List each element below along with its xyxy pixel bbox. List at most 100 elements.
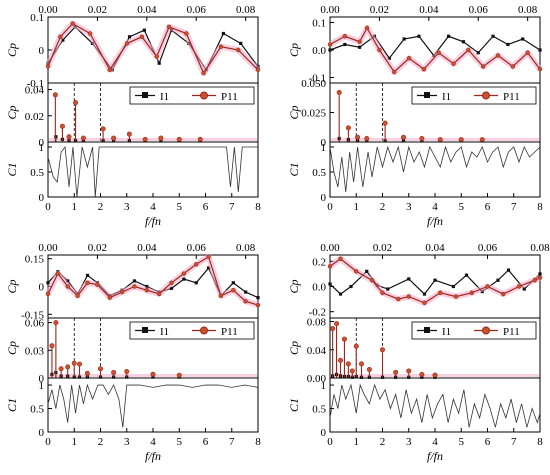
spectrum-point-P11 [176,136,182,142]
spectrum-point-P11 [379,347,385,353]
coherence-ylabel: C1 [287,398,301,412]
spectrum-point-P11 [432,372,438,378]
x-tick-label: 0 [327,436,333,448]
legend-label-P11: P11 [503,326,520,338]
data-point-P11 [510,64,516,69]
data-point-P11 [201,70,206,76]
data-point-I1 [132,279,137,283]
data-point-P11 [501,291,506,297]
data-point-P11 [422,300,427,306]
spectrum-point-P11 [355,134,361,140]
data-point-P11 [132,284,137,289]
spectrum-point-P11 [73,100,79,106]
y-tick-label: 0.04 [25,85,45,97]
data-point-I1 [522,287,526,291]
series-band [328,25,543,75]
top-axis-tick-label: 0.02 [88,4,107,16]
legend-marker-P11 [200,91,208,100]
spectrum-point-P11 [66,134,72,140]
data-point-P11 [107,67,112,73]
y-tick-label: 0.00 [307,373,327,385]
time-series-frame [47,254,259,319]
spectrum-point-P11 [337,357,343,363]
top-axis-tick-label: 0.08 [530,242,550,254]
data-point-I1 [451,284,455,289]
y-tick-label: 1 [321,142,327,154]
series-line-I1 [329,269,541,295]
x-tick-label: 1 [72,201,78,213]
data-point-I1 [496,278,500,282]
y-tick-label: 0.04 [307,345,327,357]
legend-label-P11: P11 [503,91,520,103]
y-tick-label: 0.025 [301,108,326,120]
time-series-ylabel: Cp [5,43,19,57]
x-axis-label: f/fn [427,214,443,228]
y-tick-label: 1 [39,380,45,392]
data-point-I1 [446,34,451,38]
y-tick-label: 0.2 [312,256,326,268]
legend-marker-P11 [482,91,490,100]
y-tick-label: 0 [39,137,45,149]
data-point-I1 [182,277,186,281]
data-point-P11 [58,34,63,39]
data-point-I1 [506,42,510,47]
x-tick-label: 5 [177,436,183,448]
coherence-ylabel: C1 [5,162,19,176]
data-point-P11 [364,25,370,31]
y-tick-label: 0.08 [307,317,327,329]
legend-label-I1: I1 [442,326,451,338]
data-point-I1 [46,281,50,285]
spectrum-baseline-band [49,138,257,141]
x-tick-label: 5 [177,201,183,213]
x-tick-label: 3 [124,201,130,213]
y-tick-label: 0 [321,427,327,439]
time-series-frame [329,254,541,319]
data-point-P11 [342,34,348,39]
spectrum-point-P11 [437,137,443,143]
y-tick-label: 0 [321,137,327,149]
data-point-I1 [538,272,542,276]
data-point-I1 [231,281,235,285]
data-point-P11 [451,61,456,66]
x-tick-label: 2 [98,201,104,213]
spectrum-point-P11 [176,372,182,378]
spectrum-point-P11 [334,321,340,327]
top-axis-tick-label: 0.06 [187,4,207,16]
data-point-P11 [55,271,61,276]
x-axis-label: f/fn [145,214,161,228]
top-axis-tick-label: 0.04 [425,242,445,254]
x-tick-label: 6 [485,201,491,213]
data-point-I1 [244,290,248,294]
data-point-P11 [532,278,537,283]
y-tick-label: -0.2 [309,307,326,319]
spectrum-point-P11 [353,343,359,349]
x-tick-label: 3 [406,436,412,448]
data-point-P11 [396,296,401,302]
top-axis-tick-label: 0.02 [88,242,107,254]
series-line-P11 [47,22,259,75]
spectrum-point-P11 [406,368,412,374]
data-point-P11 [154,54,159,59]
data-point-P11 [124,41,130,46]
data-point-I1 [464,273,469,277]
legend-label-I1: I1 [442,91,451,103]
spectrum-ylabel: Cp [5,341,19,355]
top-axis-tick-label: 0.04 [137,242,157,254]
coherence-line [329,145,541,193]
data-point-I1 [142,28,146,32]
top-axis-tick-label: 0.06 [187,242,207,254]
data-point-P11 [438,290,443,295]
top-axis-tick-label: 0.08 [518,4,538,16]
spectrum-point-P11 [100,126,106,132]
x-tick-label: 7 [511,201,517,213]
x-tick-label: 2 [380,436,386,448]
x-tick-label: 6 [485,436,491,448]
data-point-P11 [327,264,333,269]
spectrum-point-P11 [345,361,351,367]
spectrum-point-P11 [52,92,58,98]
top-axis-tick-label: 0.00 [38,242,58,254]
spectrum-baseline-band [331,138,539,141]
data-point-I1 [127,35,132,39]
x-tick-label: 2 [380,201,386,213]
data-point-P11 [537,67,543,72]
